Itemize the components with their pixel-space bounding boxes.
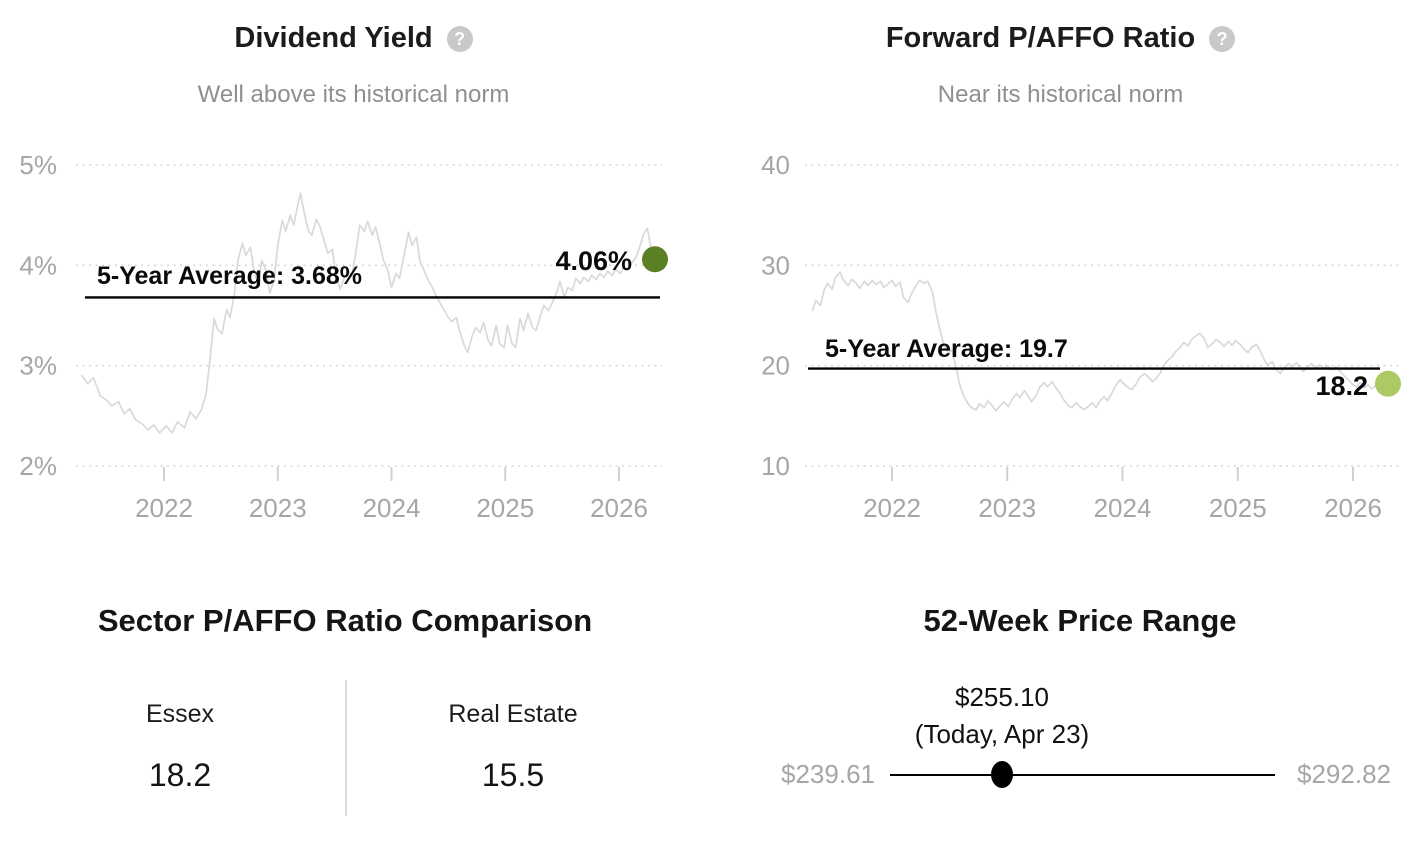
x-axis-tick-label: 2026 <box>590 493 648 523</box>
range-line <box>890 774 1275 776</box>
x-axis-tick-label: 2022 <box>863 493 921 523</box>
comparison-label: Essex <box>145 700 215 728</box>
y-axis-tick-label: 2% <box>19 451 57 481</box>
x-axis-tick-label: 2022 <box>135 493 193 523</box>
paffo-ratio-title: Forward P/AFFO Ratio <box>885 22 1196 54</box>
y-axis-tick-label: 30 <box>761 250 790 280</box>
price-range-panel: 52-Week Price Range $255.10 (Today, Apr … <box>707 595 1414 846</box>
comparison-label: Real Estate <box>448 700 578 728</box>
current-value-dot <box>642 246 668 273</box>
dividend-yield-chart: 5% 4% 3% 2% 2022 2023 2024 2025 2026 5-Year Avera… <box>19 150 668 523</box>
dividend-yield-header: Dividend Yield ? <box>0 22 707 55</box>
comparison-value: 18.2 <box>148 757 212 793</box>
dividend-yield-subtitle: Well above its historical norm <box>197 81 510 108</box>
range-handle-dot <box>991 761 1013 788</box>
x-axis-tick-label: 2023 <box>249 493 307 523</box>
vertical-divider <box>345 680 347 816</box>
y-axis-tick-label: 40 <box>761 150 790 180</box>
average-label: 5-Year Average: 3.68% <box>97 262 362 290</box>
y-axis-tick-label: 20 <box>761 351 790 381</box>
y-axis-tick-label: 4% <box>19 250 57 280</box>
paffo-ratio-panel: Forward P/AFFO Ratio ? Near its historic… <box>707 0 1414 560</box>
current-price: $255.10 <box>955 682 1049 712</box>
y-axis-tick-label: 3% <box>19 351 57 381</box>
x-axis-tick-label: 2024 <box>1094 493 1152 523</box>
series-line <box>811 271 1389 412</box>
current-value-dot <box>1375 370 1401 397</box>
paffo-ratio-chart: 40 30 20 10 2022 2023 2024 2025 2026 5-Year Avera… <box>761 150 1402 523</box>
current-price-caption: (Today, Apr 23) <box>914 719 1090 749</box>
sector-comparison-panel: Sector P/AFFO Ratio Comparison Essex 18.… <box>0 595 707 846</box>
sector-comparison-title: Sector P/AFFO Ratio Comparison <box>97 603 593 638</box>
average-label: 5-Year Average: 19.7 <box>825 335 1068 363</box>
comparison-cell-real-estate: Real Estate 15.5 <box>368 700 658 794</box>
x-axis-tick-label: 2025 <box>476 493 534 523</box>
paffo-ratio-subtitle: Near its historical norm <box>937 81 1184 108</box>
current-value-label: 4.06% <box>555 246 632 276</box>
range-high-label: $292.82 <box>1297 759 1391 789</box>
x-axis-tick-label: 2025 <box>1209 493 1267 523</box>
comparison-cell-essex: Essex 18.2 <box>35 700 325 794</box>
series-line <box>81 192 657 434</box>
y-axis-tick-label: 5% <box>19 150 57 180</box>
paffo-ratio-header: Forward P/AFFO Ratio ? <box>707 22 1414 55</box>
range-low-label: $239.61 <box>781 759 875 789</box>
current-value-label: 18.2 <box>1315 371 1368 401</box>
help-icon[interactable]: ? <box>1209 25 1236 52</box>
price-range-title: 52-Week Price Range <box>923 603 1237 638</box>
x-axis-tick-label: 2023 <box>978 493 1036 523</box>
y-axis-tick-label: 10 <box>761 451 790 481</box>
x-axis-tick-label: 2026 <box>1324 493 1382 523</box>
price-current-block: $255.10 (Today, Apr 23) <box>915 679 1089 753</box>
x-axis-tick-label: 2024 <box>363 493 421 523</box>
help-icon[interactable]: ? <box>446 25 473 52</box>
dividend-yield-title: Dividend Yield <box>234 22 433 54</box>
dividend-yield-panel: Dividend Yield ? Well above its historic… <box>0 0 707 560</box>
comparison-value: 15.5 <box>481 757 545 793</box>
